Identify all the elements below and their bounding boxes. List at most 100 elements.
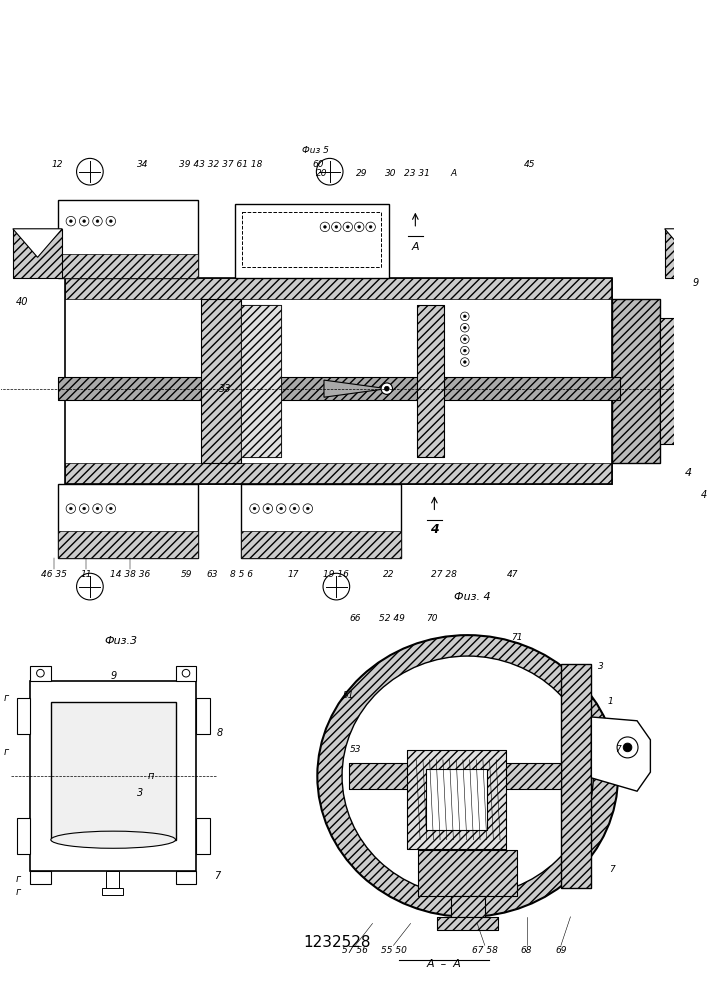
- Text: 27 28: 27 28: [431, 570, 457, 579]
- Circle shape: [69, 507, 72, 510]
- Text: 7: 7: [609, 865, 615, 874]
- Circle shape: [280, 507, 283, 510]
- Circle shape: [69, 220, 72, 223]
- Bar: [407, 750, 506, 849]
- Bar: [407, 750, 506, 849]
- Circle shape: [463, 315, 466, 318]
- Circle shape: [303, 504, 312, 513]
- Text: 20: 20: [316, 169, 328, 178]
- Bar: [612, 299, 660, 463]
- Circle shape: [276, 504, 286, 513]
- Circle shape: [346, 225, 349, 228]
- Circle shape: [110, 507, 112, 510]
- Circle shape: [83, 507, 86, 510]
- Circle shape: [320, 222, 329, 232]
- Circle shape: [76, 158, 103, 185]
- Circle shape: [343, 222, 353, 232]
- Text: 14 38 36: 14 38 36: [110, 570, 150, 579]
- Text: 53: 53: [350, 745, 361, 754]
- Text: г: г: [4, 693, 8, 703]
- Text: 47: 47: [701, 490, 707, 500]
- Bar: [242, 212, 381, 267]
- Bar: [197, 698, 210, 734]
- Text: 40: 40: [16, 297, 28, 307]
- Bar: [241, 305, 281, 457]
- Text: 4: 4: [685, 468, 692, 478]
- Circle shape: [332, 222, 341, 232]
- Bar: [201, 299, 241, 463]
- Circle shape: [460, 335, 469, 343]
- Bar: [349, 763, 561, 789]
- Text: 51: 51: [343, 691, 354, 700]
- Bar: [450, 896, 485, 917]
- Text: 45: 45: [524, 160, 535, 169]
- Circle shape: [460, 358, 469, 366]
- Text: 1232528: 1232528: [303, 935, 371, 950]
- Text: 9: 9: [110, 671, 117, 681]
- Text: Фuз. 4: Фuз. 4: [454, 592, 491, 602]
- Bar: [175, 666, 197, 681]
- Text: 12: 12: [52, 160, 64, 169]
- Circle shape: [381, 383, 392, 394]
- Text: 33: 33: [218, 384, 231, 394]
- Polygon shape: [591, 717, 650, 791]
- Text: 8 5 6: 8 5 6: [230, 570, 252, 579]
- Text: 9: 9: [693, 278, 699, 288]
- Circle shape: [463, 338, 466, 341]
- Text: 30: 30: [385, 169, 397, 178]
- Circle shape: [79, 216, 89, 226]
- Ellipse shape: [342, 656, 593, 896]
- Bar: [660, 318, 681, 444]
- Text: Фuз 5: Фuз 5: [302, 146, 329, 155]
- Circle shape: [93, 216, 103, 226]
- Circle shape: [182, 669, 189, 677]
- Bar: [13, 229, 62, 278]
- Circle shape: [267, 507, 269, 510]
- Text: 29: 29: [356, 169, 368, 178]
- Text: 70: 70: [426, 614, 437, 623]
- Bar: [665, 229, 707, 278]
- Bar: [201, 299, 241, 463]
- Text: 66: 66: [350, 614, 361, 623]
- Bar: [419, 850, 517, 896]
- Polygon shape: [665, 229, 707, 257]
- Bar: [419, 850, 517, 896]
- Text: 52 49: 52 49: [379, 614, 404, 623]
- Circle shape: [290, 504, 299, 513]
- Text: А: А: [411, 242, 419, 252]
- Bar: [103, 888, 123, 895]
- Circle shape: [324, 225, 327, 228]
- Text: 3: 3: [598, 662, 604, 671]
- Bar: [349, 763, 561, 789]
- Bar: [241, 531, 401, 558]
- Text: г: г: [16, 874, 21, 884]
- Text: 1: 1: [607, 697, 613, 706]
- Circle shape: [93, 504, 103, 513]
- Bar: [65, 278, 612, 299]
- Circle shape: [460, 323, 469, 332]
- Circle shape: [79, 504, 89, 513]
- Circle shape: [96, 507, 99, 510]
- Text: 68: 68: [521, 946, 532, 955]
- Ellipse shape: [51, 831, 175, 848]
- Circle shape: [358, 225, 361, 228]
- Bar: [417, 305, 444, 457]
- Circle shape: [354, 222, 364, 232]
- Circle shape: [460, 312, 469, 321]
- Circle shape: [263, 504, 273, 513]
- Circle shape: [110, 220, 112, 223]
- Text: 19 16: 19 16: [323, 570, 349, 579]
- Bar: [106, 871, 119, 888]
- Text: 3: 3: [136, 788, 143, 798]
- Bar: [660, 318, 681, 444]
- Bar: [450, 896, 485, 917]
- Circle shape: [335, 225, 338, 228]
- Bar: [13, 229, 62, 278]
- Text: г: г: [4, 747, 8, 757]
- Circle shape: [37, 669, 45, 677]
- Text: 34: 34: [137, 160, 149, 169]
- Text: А: А: [450, 169, 457, 178]
- Circle shape: [624, 743, 632, 752]
- Bar: [426, 769, 486, 830]
- Circle shape: [66, 504, 76, 513]
